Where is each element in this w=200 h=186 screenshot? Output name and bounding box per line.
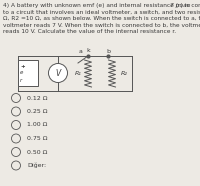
Text: +: + <box>20 65 25 70</box>
Text: R₂: R₂ <box>121 71 127 76</box>
Text: 1.00 Ω: 1.00 Ω <box>27 123 47 127</box>
Text: Diğer:: Diğer: <box>27 163 46 168</box>
Text: b: b <box>106 49 110 54</box>
Circle shape <box>48 63 68 83</box>
Text: a: a <box>79 49 83 54</box>
Text: Ω, R2 =10 Ω, as shown below. When the switch is connected to a, the: Ω, R2 =10 Ω, as shown below. When the sw… <box>3 16 200 21</box>
Text: 7 puan: 7 puan <box>170 3 190 8</box>
Text: 0.75 Ω: 0.75 Ω <box>27 136 48 141</box>
Text: r: r <box>20 78 22 83</box>
Text: to a circuit that involves an ideal voltmeter, a switch, and two resistors R1 =1: to a circuit that involves an ideal volt… <box>3 9 200 15</box>
Text: 4) A battery with unknown emf (e) and internal resistance (r) is connected: 4) A battery with unknown emf (e) and in… <box>3 3 200 8</box>
Text: k: k <box>86 48 90 53</box>
Text: 0.25 Ω: 0.25 Ω <box>27 109 48 114</box>
Text: e: e <box>20 70 23 76</box>
FancyBboxPatch shape <box>18 60 38 86</box>
Text: R₁: R₁ <box>75 71 81 76</box>
Text: 0.50 Ω: 0.50 Ω <box>27 150 47 155</box>
Text: 0.12 Ω: 0.12 Ω <box>27 95 48 100</box>
Text: V: V <box>55 68 61 78</box>
Text: voltmeter reads 7 V. When the switch is connected to b, the voltmeter: voltmeter reads 7 V. When the switch is … <box>3 23 200 28</box>
Text: reads 10 V. Calculate the value of the internal resistance r.: reads 10 V. Calculate the value of the i… <box>3 29 176 34</box>
